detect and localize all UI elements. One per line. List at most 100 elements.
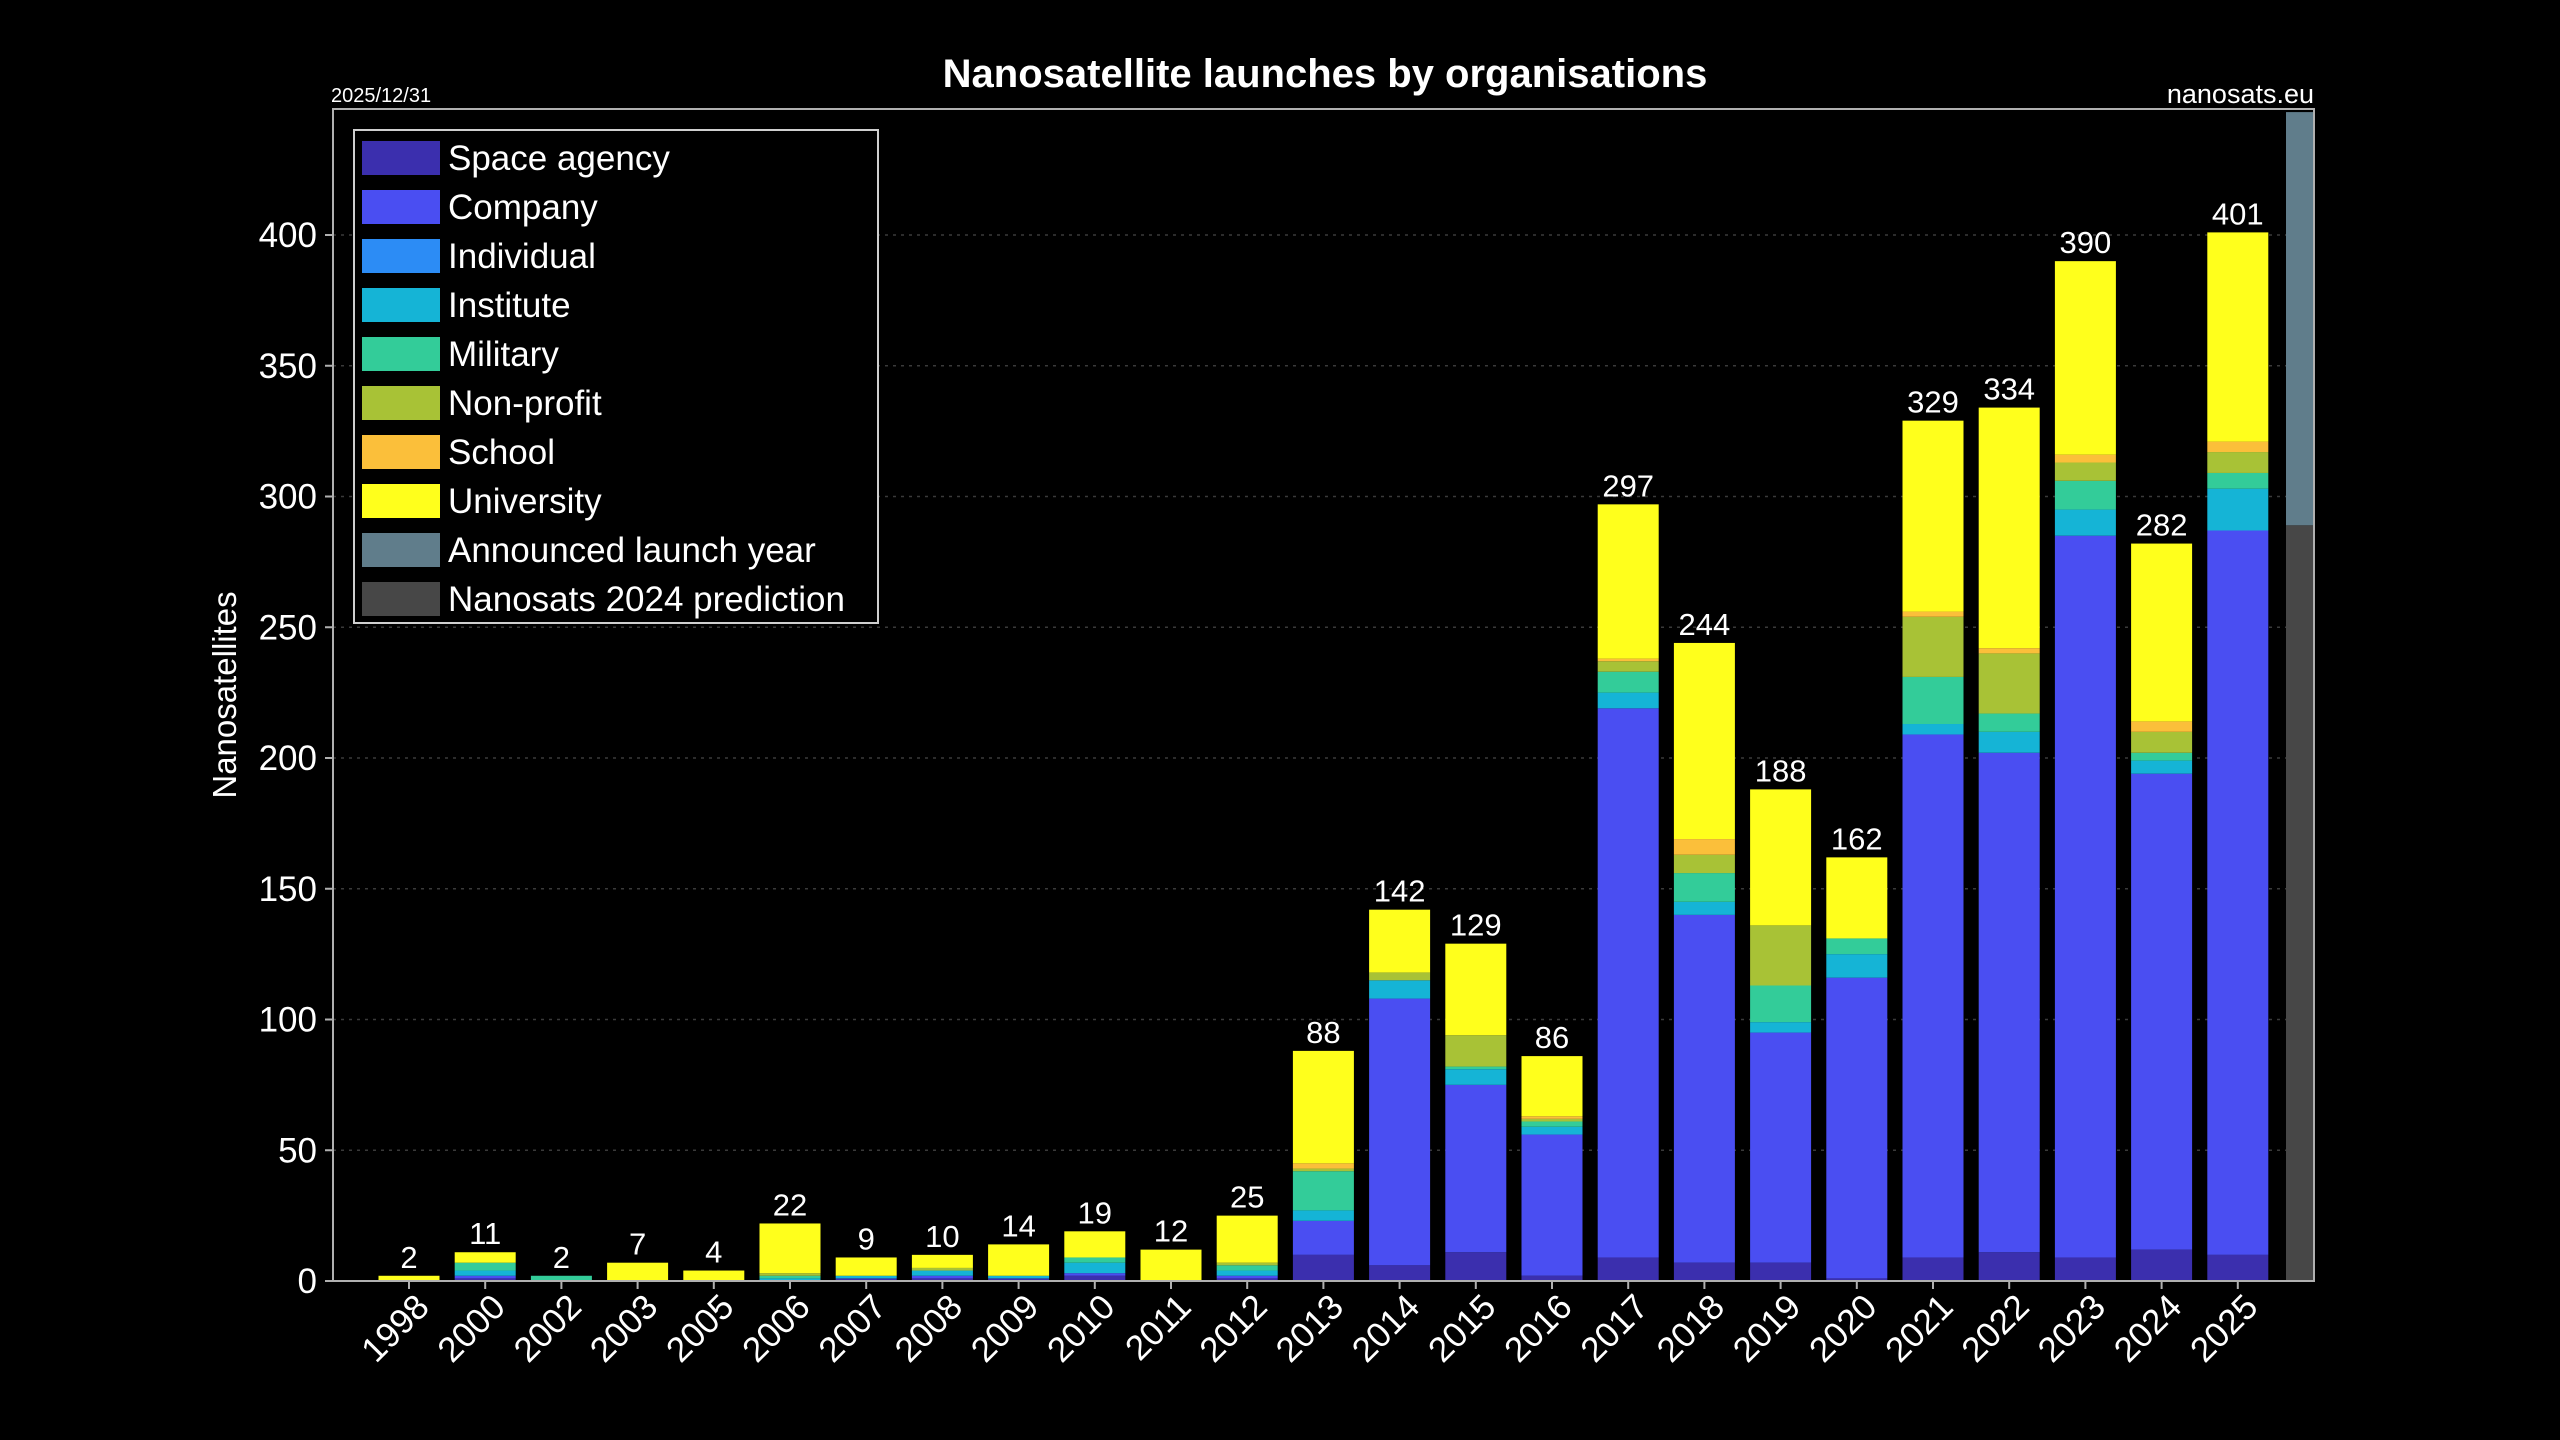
bar-segment — [1750, 789, 1812, 926]
y-tick-label: 350 — [259, 347, 317, 386]
legend-entry: Institute — [362, 286, 571, 325]
total-label: 334 — [1983, 372, 2035, 407]
total-labels: 2 11 2 7 4 22 9 10 14 19 12 25 88 142 129 86 297 244 188 16… — [400, 196, 2263, 1274]
bar-segment — [1673, 854, 1735, 874]
bar-segment — [2207, 1254, 2269, 1281]
bar-segment — [988, 1275, 1050, 1279]
bar-stacks — [378, 232, 2269, 1281]
total-label: 11 — [469, 1216, 501, 1251]
legend-swatch — [362, 239, 440, 273]
bar-segment — [1597, 658, 1659, 662]
bar-segment — [1445, 943, 1507, 1036]
bar-segment — [1140, 1249, 1202, 1281]
total-label: 188 — [1755, 753, 1807, 788]
y-tick-label: 150 — [259, 870, 317, 909]
bar-segment — [988, 1244, 1050, 1276]
bar-segment — [1978, 407, 2040, 649]
bar-segment — [1826, 954, 1888, 978]
bar-segment — [1597, 671, 1659, 693]
bar-stack-2009 — [988, 1244, 1050, 1281]
bar-segment — [1445, 1066, 1507, 1070]
bar-segment — [1521, 1134, 1583, 1276]
bar-segment — [2131, 731, 2193, 753]
legend-label: Nanosats 2024 prediction — [448, 580, 845, 619]
bar-segment — [1216, 1278, 1278, 1281]
bar-segment — [1064, 1273, 1126, 1276]
bar-segment — [1369, 980, 1431, 999]
bar-segment — [1750, 1262, 1812, 1281]
legend-swatch — [362, 190, 440, 224]
bar-segment — [759, 1278, 821, 1281]
bar-segment — [454, 1270, 516, 1276]
legend-box — [353, 129, 879, 624]
bar-stack-2014 — [1369, 909, 1431, 1281]
bar-segment — [988, 1278, 1050, 1281]
bar-segment — [911, 1270, 973, 1276]
bar-segment — [2054, 1257, 2116, 1281]
bar-segment — [1445, 1084, 1507, 1253]
bar-segment — [1750, 925, 1812, 986]
bar-segment — [1292, 1050, 1354, 1164]
bar-segment — [683, 1270, 745, 1281]
bar-stack-2015 — [1445, 943, 1507, 1281]
bar-segment — [1445, 1252, 1507, 1281]
bar-segment — [1064, 1275, 1126, 1281]
bar-segment — [835, 1257, 897, 1276]
y-tick-label: 250 — [259, 608, 317, 647]
bar-segment — [1292, 1171, 1354, 1211]
y-tick-label: 50 — [278, 1131, 317, 1170]
bar-segment — [1445, 1035, 1507, 1067]
date-label: 2025/12/31 — [331, 85, 431, 107]
bar-segment — [1597, 708, 1659, 1258]
bar-segment — [378, 1275, 440, 1281]
total-label: 86 — [1535, 1020, 1569, 1055]
legend-label: School — [448, 433, 555, 472]
bar-segment — [1216, 1265, 1278, 1271]
legend-label: University — [448, 482, 602, 521]
legend-label: Space agency — [448, 139, 670, 178]
y-tick-label: 0 — [298, 1262, 317, 1301]
legend-entry: School — [362, 433, 555, 472]
side-bar — [2286, 112, 2314, 1281]
total-label: 297 — [1602, 468, 1654, 503]
total-label: 244 — [1679, 607, 1731, 642]
bar-stack-2007 — [835, 1257, 897, 1281]
bar-segment — [1369, 972, 1431, 981]
bar-segment — [1292, 1254, 1354, 1281]
total-label: 282 — [2136, 508, 2188, 543]
bar-segment — [1292, 1168, 1354, 1172]
bar-segment — [2054, 480, 2116, 510]
bar-segment — [1673, 873, 1735, 902]
y-axis-label: Nanosatellites — [206, 591, 243, 798]
legend-label: Non-profit — [448, 384, 602, 423]
bar-segment — [911, 1254, 973, 1268]
legend-items: Space agency Company Individual Institute Mi… — [362, 139, 845, 619]
bar-segment — [1521, 1056, 1583, 1117]
bar-segment — [2207, 452, 2269, 473]
bar-segment — [2054, 535, 2116, 1258]
y-tick-label: 100 — [259, 1001, 317, 1040]
bar-segment — [911, 1278, 973, 1281]
bar-segment — [2131, 543, 2193, 722]
total-label: 88 — [1306, 1015, 1340, 1050]
bar-segment — [1216, 1215, 1278, 1263]
bar-stack-2025 — [2207, 232, 2269, 1281]
source-label: nanosats.eu — [2167, 79, 2314, 109]
bar-segment — [1902, 611, 1964, 617]
bar-segment — [1978, 713, 2040, 732]
bar-segment — [1597, 661, 1659, 672]
bar-segment — [1902, 420, 1964, 612]
chart-title: Nanosatellite launches by organisations — [943, 52, 1708, 96]
total-label: 9 — [858, 1221, 875, 1256]
bar-segment — [2207, 232, 2269, 442]
bar-stack-2018 — [1673, 642, 1735, 1281]
bar-segment — [2054, 454, 2116, 463]
prediction-bar — [2286, 525, 2314, 1281]
bar-segment — [2131, 752, 2193, 761]
bar-segment — [454, 1252, 516, 1263]
bar-stack-2011 — [1140, 1249, 1202, 1281]
bar-segment — [2207, 530, 2269, 1255]
bar-segment — [1826, 977, 1888, 1279]
bar-segment — [1826, 938, 1888, 955]
total-label: 10 — [925, 1219, 959, 1254]
